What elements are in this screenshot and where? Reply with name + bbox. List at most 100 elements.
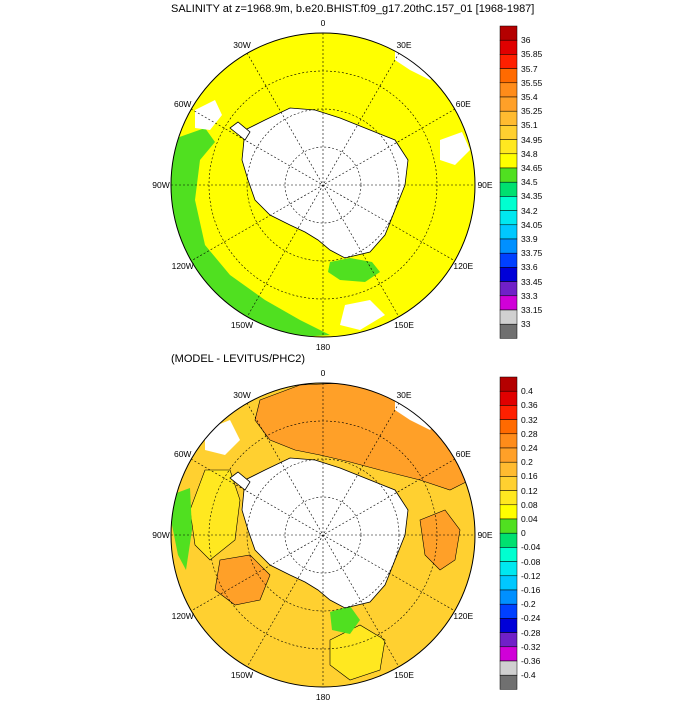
bottom-colorbar-label: 0.36 — [521, 400, 538, 411]
bottom-colorbar-label: 0.08 — [521, 499, 538, 510]
top-colorbar-label: 33.75 — [521, 248, 543, 259]
diff-field-low-southeast — [189, 469, 241, 561]
top-lon-label: 60W — [173, 99, 192, 109]
diff-field-min-east-pacific — [171, 488, 192, 570]
bottom-lon-label: 60W — [173, 449, 192, 459]
top-colorbar-label: 35.55 — [521, 77, 543, 88]
top-lon-label: 150E — [394, 320, 414, 331]
top-lon-label: 30W — [233, 39, 251, 50]
antarctic-peninsula-top — [229, 121, 251, 141]
bottom-colorbar-box — [499, 390, 518, 406]
bottom-colorbar-box — [499, 547, 518, 562]
bottom-colorbar-label: 0 — [521, 528, 526, 539]
top-colorbar-label: 33.15 — [521, 305, 543, 315]
top-colorbar-box — [499, 323, 518, 339]
diff-field-high-pacific — [214, 554, 271, 606]
top-colorbar-label: 36 — [521, 35, 531, 46]
bottom-colorbar-box — [499, 646, 518, 662]
difference-map — [170, 382, 476, 688]
top-lon-label: 0 — [320, 18, 326, 28]
antarctica-top — [241, 107, 409, 259]
bottom-colorbar-box — [499, 461, 518, 477]
top-colorbar-box — [499, 267, 518, 282]
bottom-lon-label: 30W — [233, 389, 251, 400]
bottom-colorbar-label: -0.2 — [521, 599, 536, 610]
top-colorbar-label: 35.7 — [521, 63, 538, 74]
map-title-top: SALINITY at z=1968.9m, b.e20.BHIST.f09_g… — [171, 3, 535, 15]
top-colorbar-box — [499, 196, 518, 211]
bottom-colorbar-box — [499, 660, 518, 676]
top-colorbar-box — [499, 309, 518, 325]
bottom-colorbar-label: 0.04 — [521, 514, 538, 524]
bottom-colorbar-box — [499, 504, 518, 520]
bottom-colorbar-label: 0.16 — [521, 471, 538, 482]
bottom-colorbar-box — [499, 632, 518, 648]
top-colorbar-box — [499, 295, 518, 311]
bottom-colorbar-box — [499, 376, 518, 392]
meridian-60e-120w — [190, 108, 456, 262]
top-colorbar-box — [499, 82, 518, 98]
top-colorbar-label: 33.45 — [521, 276, 543, 287]
top-colorbar-label: 33.6 — [521, 262, 538, 273]
top-colorbar-label: 34.8 — [521, 148, 538, 159]
top-lon-label: 90W — [152, 180, 170, 190]
map-border-bottom — [170, 382, 476, 688]
bottom-colorbar-label: -0.4 — [521, 670, 536, 681]
bottom-colorbar-box — [499, 532, 518, 548]
colorbar-bottom — [499, 376, 518, 690]
top-colorbar-box — [499, 210, 518, 226]
bottom-lon-label: 30E — [396, 389, 412, 400]
top-colorbar-label: 35.4 — [521, 92, 538, 102]
diff-field-low-south — [329, 624, 386, 681]
bottom-colorbar-label: 0.24 — [521, 443, 538, 453]
top-colorbar-box — [499, 54, 518, 69]
top-colorbar-box — [499, 181, 518, 197]
top-lon-label: 90E — [477, 180, 493, 190]
bottom-colorbar-label: -0.08 — [521, 556, 541, 567]
bottom-lon-label: 150E — [394, 670, 414, 681]
top-lon-label: 180 — [315, 342, 331, 352]
top-colorbar-box — [499, 167, 518, 183]
top-colorbar-box — [499, 224, 518, 240]
top-colorbar-label: 33 — [521, 319, 531, 330]
salinity-land-nw — [195, 100, 222, 130]
bottom-lon-label: 150W — [230, 670, 254, 681]
meridian-60e-120w-bottom — [190, 458, 456, 612]
bottom-colorbar-box — [499, 518, 518, 534]
top-colorbar-label: 34.65 — [521, 163, 543, 173]
top-colorbar-box — [499, 25, 518, 41]
bottom-colorbar-box — [499, 405, 518, 420]
bottom-colorbar-box — [499, 476, 518, 491]
bottom-lon-label: 90E — [477, 530, 493, 540]
salinity-land-east — [440, 132, 470, 165]
salinity-map — [170, 32, 476, 338]
top-colorbar-box — [499, 68, 518, 84]
top-colorbar-label: 34.2 — [521, 205, 538, 216]
bottom-lon-label: 90W — [152, 530, 170, 540]
bottom-colorbar-label: -0.36 — [521, 656, 541, 666]
bottom-colorbar-label: -0.24 — [521, 613, 541, 624]
antarctica-bottom — [241, 457, 409, 609]
top-colorbar-box — [499, 153, 518, 169]
bottom-colorbar-box — [499, 490, 518, 506]
top-colorbar-label: 34.5 — [521, 177, 538, 188]
bottom-colorbar-label: 0.12 — [521, 485, 538, 496]
top-colorbar-box — [499, 252, 518, 268]
top-colorbar-box — [499, 238, 518, 254]
diff-field-min-ross — [330, 606, 360, 634]
diff-field-high-indian — [419, 509, 461, 571]
bottom-colorbar-label: 0.4 — [521, 386, 533, 397]
top-lon-label: 60E — [455, 99, 471, 109]
colorbar-top — [499, 25, 518, 339]
top-colorbar-label: 34.95 — [521, 134, 543, 145]
top-colorbar-label: 33.9 — [521, 234, 538, 244]
bottom-colorbar-label: 0.2 — [521, 457, 533, 468]
top-colorbar-box — [499, 96, 518, 112]
top-colorbar-label: 34.35 — [521, 191, 543, 202]
map-title-bottom: (MODEL - LEVITUS/PHC2) — [171, 353, 306, 365]
top-colorbar-label: 35.25 — [521, 106, 543, 117]
top-colorbar-box — [499, 139, 518, 155]
top-colorbar-label: 35.1 — [521, 120, 538, 131]
bottom-lon-label: 120W — [171, 611, 194, 621]
